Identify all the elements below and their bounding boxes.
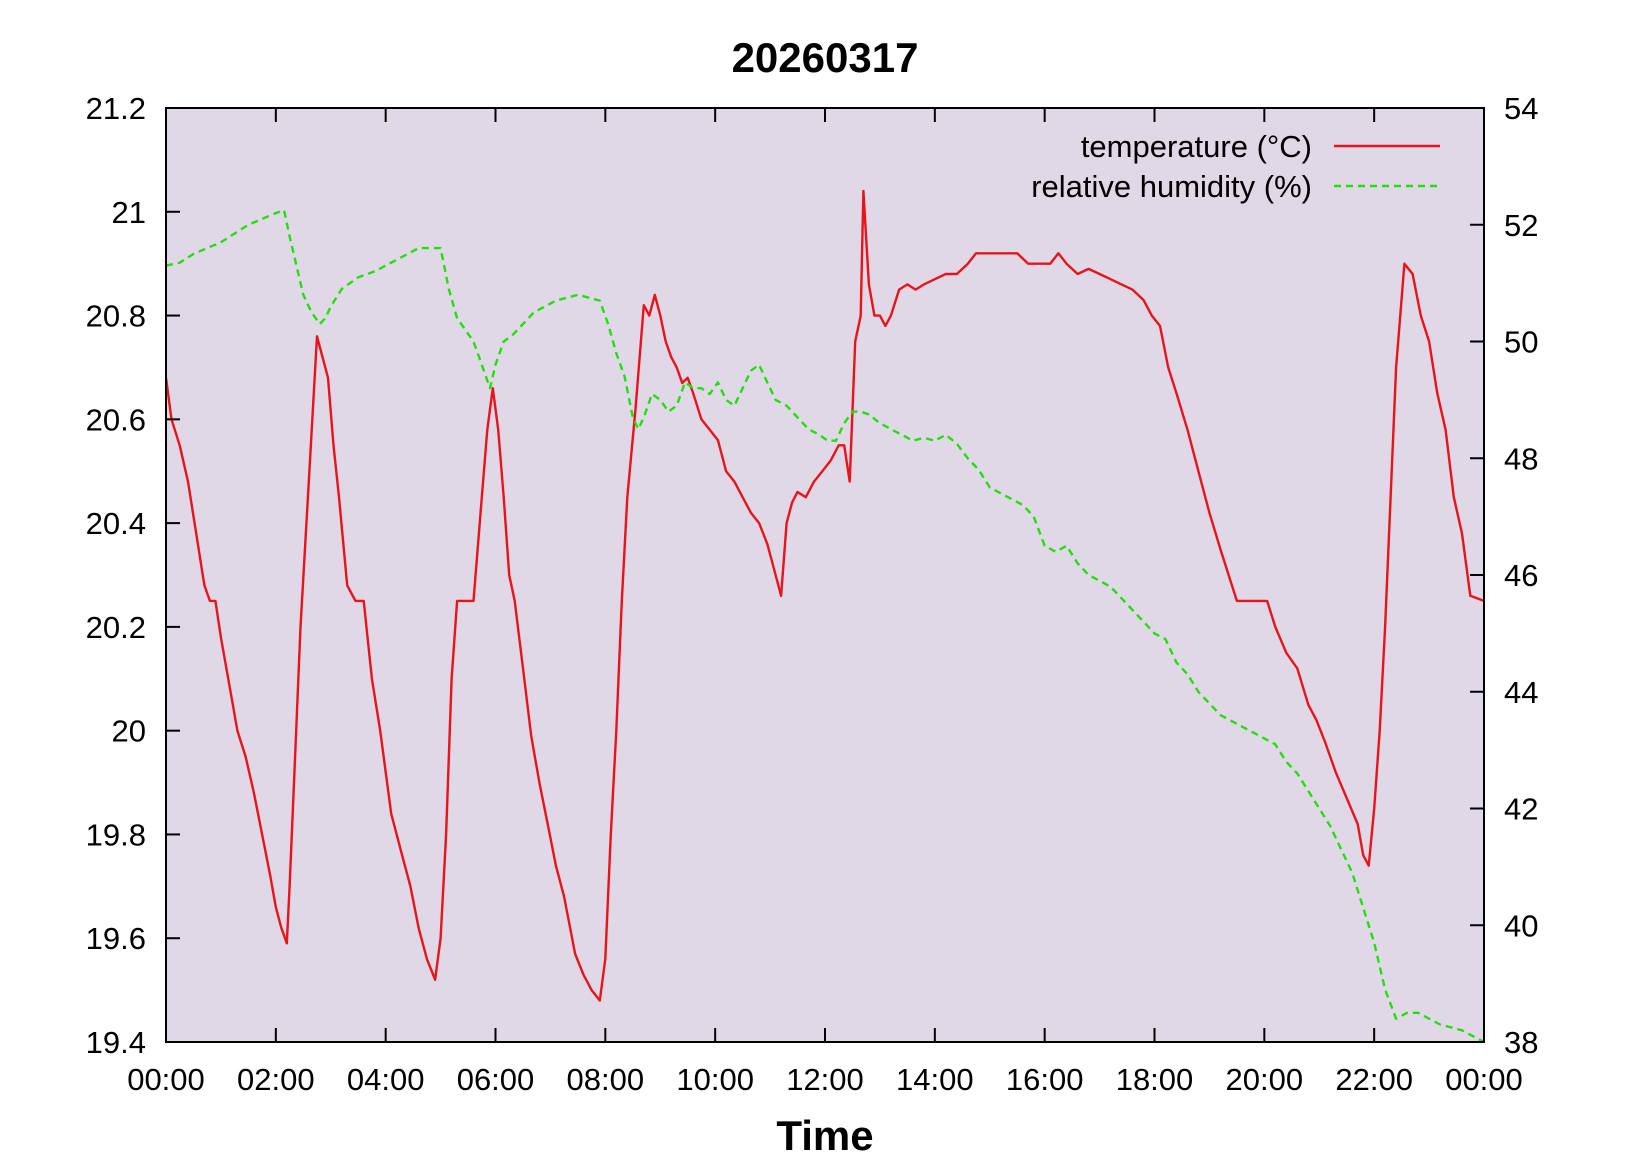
x-tick-label: 04:00 <box>347 1062 425 1097</box>
x-tick-label: 00:00 <box>1445 1062 1523 1097</box>
x-tick-label: 20:00 <box>1226 1062 1304 1097</box>
y-axis-right: 38 40 42 44 46 48 50 52 54 <box>1470 91 1538 1060</box>
y2-tick-label: 52 <box>1504 208 1538 243</box>
x-tick-label: 14:00 <box>896 1062 974 1097</box>
x-tick-label: 08:00 <box>567 1062 645 1097</box>
x-tick-label: 06:00 <box>457 1062 535 1097</box>
y2-tick-label: 40 <box>1504 908 1538 943</box>
y2-tick-label: 38 <box>1504 1025 1538 1060</box>
y-tick-label: 19.6 <box>86 921 146 956</box>
y-tick-label: 20.2 <box>86 610 146 645</box>
x-tick-label: 18:00 <box>1116 1062 1194 1097</box>
series-line-temperature <box>164 189 1485 1002</box>
y2-tick-label: 48 <box>1504 441 1538 476</box>
x-axis: 00:00 02:00 04:00 06:00 08:00 10:00 12:00 14:00… <box>127 108 1523 1097</box>
y-tick-label: 19.4 <box>86 1025 146 1060</box>
y-axis-left: 19.4 19.6 19.8 20 20.2 20.4 20.6 20.8 21 21.2 <box>86 91 180 1060</box>
y-tick-label: 20 <box>112 714 146 749</box>
x-axis-label: Time <box>776 1112 873 1155</box>
y2-tick-label: 50 <box>1504 325 1538 360</box>
x-tick-label: 02:00 <box>237 1062 315 1097</box>
y2-tick-label: 46 <box>1504 558 1538 593</box>
x-tick-label: 12:00 <box>786 1062 864 1097</box>
x-tick-label: 00:00 <box>127 1062 205 1097</box>
y2-tick-label: 44 <box>1504 675 1538 710</box>
y-tick-label: 21 <box>112 195 146 230</box>
legend-label: relative humidity (%) <box>1031 169 1312 204</box>
legend-label: temperature (°C) <box>1081 129 1312 164</box>
x-tick-label: 10:00 <box>676 1062 754 1097</box>
y2-tick-label: 54 <box>1504 91 1538 126</box>
plot-area <box>166 108 1484 1042</box>
y-tick-label: 20.4 <box>86 506 146 541</box>
y2-tick-label: 42 <box>1504 792 1538 827</box>
y-tick-label: 19.8 <box>86 817 146 852</box>
y-tick-label: 21.2 <box>86 91 146 126</box>
chart-title: 20260317 <box>732 34 919 81</box>
x-tick-label: 22:00 <box>1335 1062 1413 1097</box>
y-tick-label: 20.8 <box>86 299 146 334</box>
legend: temperature (°C) relative humidity (%) <box>1031 129 1440 204</box>
x-tick-label: 16:00 <box>1006 1062 1084 1097</box>
series-layer <box>164 189 1485 1044</box>
y-tick-label: 20.6 <box>86 402 146 437</box>
